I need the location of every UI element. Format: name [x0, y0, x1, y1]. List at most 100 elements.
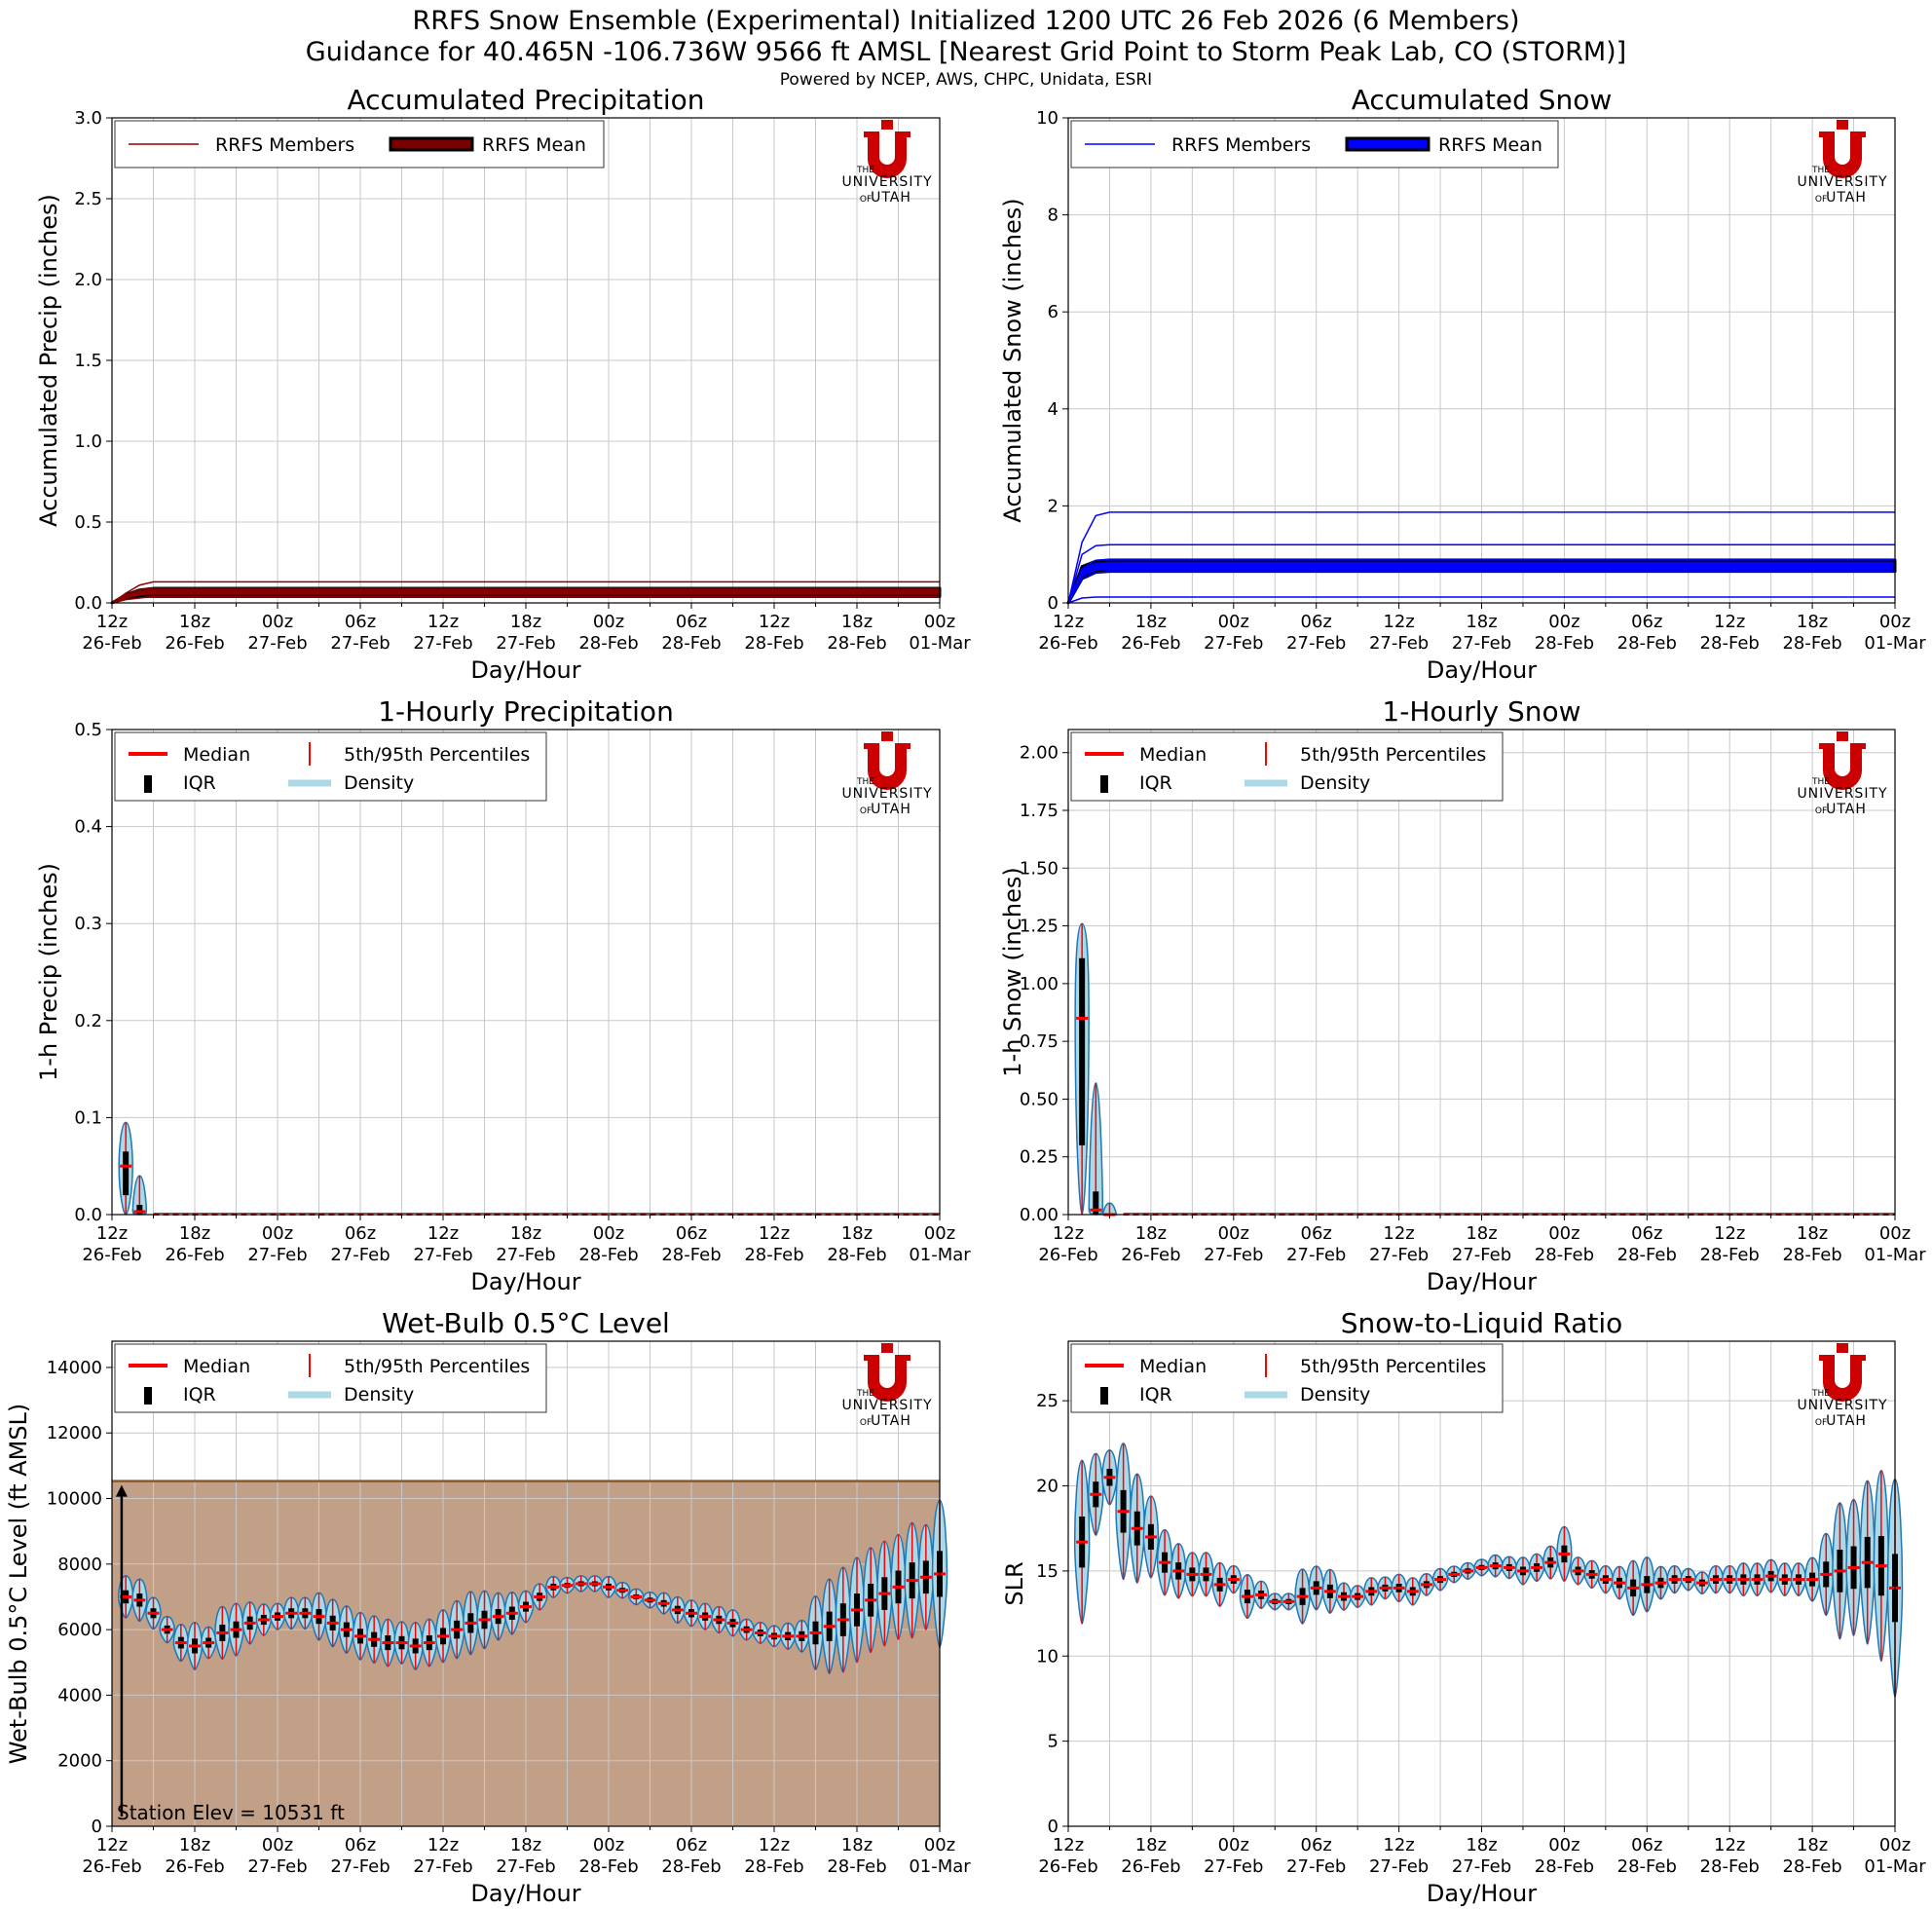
logo-utah: UTAH [1826, 1413, 1867, 1429]
logo-of: OF [1815, 1418, 1827, 1428]
panel-title: Accumulated Snow [1352, 84, 1613, 116]
y-axis: 0 2 4 6 8 10 Accumulated Snow (inches) [999, 108, 1068, 614]
violin-2 [131, 1175, 148, 1216]
x-tick-label-date: 28-Feb [1700, 633, 1760, 654]
x-tick-label-hour: 06z [345, 1223, 376, 1244]
violin-38 [1583, 1559, 1600, 1590]
x-tick-label-hour: 12z [1053, 1835, 1084, 1855]
legend: RRFS Members RRFS Mean [1070, 120, 1559, 169]
x-tick-label-date: 01-Mar [1864, 633, 1926, 654]
x-tick-label-hour: 06z [1301, 612, 1332, 632]
utah-u-top-icon [881, 1343, 893, 1353]
x-tick-label-date: 28-Feb [578, 633, 638, 654]
logo-university: UNIVERSITY [1797, 786, 1887, 802]
x-tick-label-date: 01-Mar [909, 1856, 971, 1877]
y-axis: 0 5 10 15 20 25 SLR [1001, 1391, 1068, 1837]
panel-acc_precip: 12z26-Feb18z26-Feb00z27-Feb06z27-Feb12z2… [35, 84, 971, 684]
y-axis-label: 1-h Precip (inches) [35, 863, 62, 1081]
x-tick-label-hour: 12z [427, 1223, 459, 1244]
y-tick-label: 0.00 [1020, 1205, 1059, 1225]
x-tick-label-date: 26-Feb [82, 633, 141, 654]
legend-median-label: Median [1139, 1356, 1207, 1377]
violin-45 [1680, 1567, 1697, 1592]
violin-38 [628, 1588, 645, 1606]
iqr-bar [1079, 957, 1086, 1145]
violin-46 [1693, 1571, 1711, 1595]
y-axis-label: Accumulated Snow (inches) [999, 198, 1026, 522]
x-tick-label-hour: 06z [676, 1223, 707, 1244]
logo-university: UNIVERSITY [841, 786, 932, 802]
x-tick-label-date: 28-Feb [1535, 1245, 1594, 1265]
x-tick-label-date: 27-Feb [247, 1856, 307, 1877]
y-tick-label: 2.0 [74, 270, 102, 290]
y-axis-label: 1-h Snow (inches) [999, 867, 1026, 1076]
member-line-5 [1067, 570, 1895, 604]
logo-the: THE [856, 166, 874, 175]
x-tick-label-date: 27-Feb [1369, 1245, 1429, 1265]
x-tick-label-date: 28-Feb [578, 1245, 638, 1265]
x-tick-label-hour: 18z [1135, 612, 1167, 632]
violin-37 [1570, 1556, 1586, 1586]
y-axis-label: SLR [1001, 1561, 1028, 1605]
x-tick-label-date: 27-Feb [1286, 1856, 1346, 1877]
station-elev-label: Station Elev = 10531 ft [117, 1801, 345, 1824]
y-tick-label: 1.5 [74, 351, 102, 371]
x-tick-label-hour: 18z [1135, 1223, 1167, 1244]
violin-12 [1225, 1564, 1243, 1594]
logo-the: THE [856, 1389, 874, 1399]
y-tick-label: 15 [1036, 1561, 1059, 1582]
x-tick-label-hour: 00z [593, 612, 624, 632]
violin-50 [794, 1619, 810, 1653]
x-tick-label-date: 27-Feb [1452, 633, 1511, 654]
y-tick-label: 4000 [57, 1685, 102, 1705]
violin-27 [1431, 1567, 1449, 1592]
x-tick-label-date: 26-Feb [165, 633, 224, 654]
x-tick-label-hour: 06z [1301, 1223, 1332, 1244]
y-axis: 0 2000 4000 6000 8000 10000 12000 14000 Wet-Bulb… [5, 1358, 112, 1837]
x-tick-label-hour: 18z [841, 1223, 873, 1244]
x-tick-label-date: 28-Feb [661, 633, 721, 654]
utah-u-icon [1819, 743, 1866, 790]
x-tick-label-date: 28-Feb [744, 1245, 803, 1265]
x-tick-label-hour: 06z [1631, 1223, 1662, 1244]
violin-28 [490, 1592, 506, 1641]
logo-utah: UTAH [1826, 190, 1867, 206]
violin-22 [407, 1621, 424, 1670]
x-tick-label-date: 27-Feb [1452, 1856, 1511, 1877]
iqr-bar [136, 1205, 143, 1215]
y-tick-label: 10 [1036, 108, 1059, 129]
violin-59 [1873, 1470, 1890, 1663]
violin-31 [1487, 1554, 1504, 1578]
legend-iqr-swatch [144, 1387, 152, 1405]
legend-box [114, 731, 547, 802]
y-tick-label: 0.0 [74, 1205, 102, 1225]
x-tick-label-date: 28-Feb [1700, 1856, 1760, 1877]
violin-29 [1460, 1561, 1476, 1581]
violin-33 [1514, 1556, 1532, 1586]
legend-box [114, 1343, 547, 1413]
x-tick-label-hour: 00z [1218, 1223, 1249, 1244]
x-tick-label-date: 28-Feb [1617, 1856, 1677, 1877]
x-axis: 12z26-Feb18z26-Feb00z27-Feb06z27-Feb12z2… [1038, 1215, 1926, 1295]
logo-of: OF [860, 1418, 872, 1428]
violin-35 [586, 1575, 604, 1592]
x-tick-label-hour: 12z [759, 612, 790, 632]
violin-6 [186, 1621, 204, 1670]
x-axis: 12z26-Feb18z26-Feb00z27-Feb06z27-Feb12z2… [82, 1826, 971, 1907]
violin-49 [779, 1622, 797, 1651]
x-tick-label-hour: 06z [676, 1835, 707, 1855]
x-tick-label-date: 28-Feb [827, 633, 886, 654]
x-tick-label-hour: 00z [924, 1835, 955, 1855]
violin-6 [1142, 1495, 1160, 1579]
legend-density-label: Density [1300, 1384, 1370, 1405]
x-tick-label-hour: 12z [96, 1835, 128, 1855]
legend-percentile-label: 5th/95th Percentiles [1300, 1356, 1486, 1377]
x-tick-label-date: 28-Feb [744, 1856, 803, 1877]
violin-2 [1088, 1452, 1104, 1536]
x-tick-label-date: 28-Feb [1617, 1245, 1677, 1265]
y-axis: 0.00 0.25 0.50 0.75 1.00 1.25 1.50 1.75 2.00 1-h … [999, 743, 1068, 1225]
x-tick-label-hour: 00z [1218, 1835, 1249, 1855]
legend: Median 5th/95th Percentiles IQR Density [1070, 1343, 1504, 1413]
